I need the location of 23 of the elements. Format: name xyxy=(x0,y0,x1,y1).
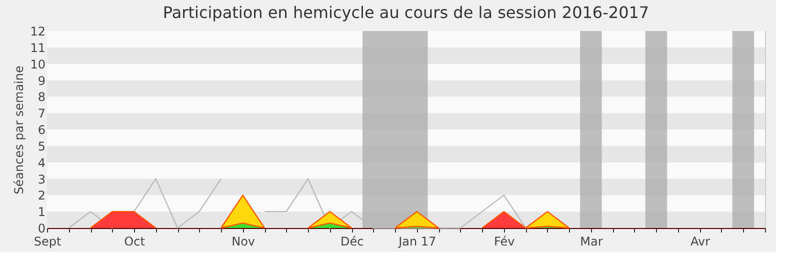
y-tick-label: 7 xyxy=(38,106,46,121)
x-tick-label: Mar xyxy=(580,234,603,248)
x-tick-label: Sept xyxy=(34,234,62,248)
chart-title: Participation en hemicycle au cours de la session 2016-2017 xyxy=(162,3,650,22)
y-tick-label: 12 xyxy=(30,24,46,38)
y-tick-label: 6 xyxy=(38,123,46,137)
y-tick-label: 8 xyxy=(38,90,46,104)
x-tick-label: Nov xyxy=(232,234,256,248)
y-tick-label: 5 xyxy=(38,139,46,154)
x-tick-label: Déc xyxy=(340,234,364,248)
x-tick-label: Oct xyxy=(124,234,146,248)
y-tick-label: 3 xyxy=(38,172,46,186)
y-axis-title: Séances par semaine xyxy=(12,66,26,194)
y-tick-label: 9 xyxy=(38,74,46,88)
y-tick-label: 10 xyxy=(30,57,46,72)
y-tick-label: 0 xyxy=(38,222,46,236)
y-tick-label: 11 xyxy=(30,40,46,55)
x-tick-label: Avr xyxy=(690,234,710,248)
x-tick-label: Jan 17 xyxy=(398,234,436,248)
y-tick-label: 2 xyxy=(38,188,46,203)
x-tick-label: Fév xyxy=(494,234,515,248)
y-tick-label: 4 xyxy=(38,156,46,170)
y-tick-label: 1 xyxy=(38,205,46,220)
